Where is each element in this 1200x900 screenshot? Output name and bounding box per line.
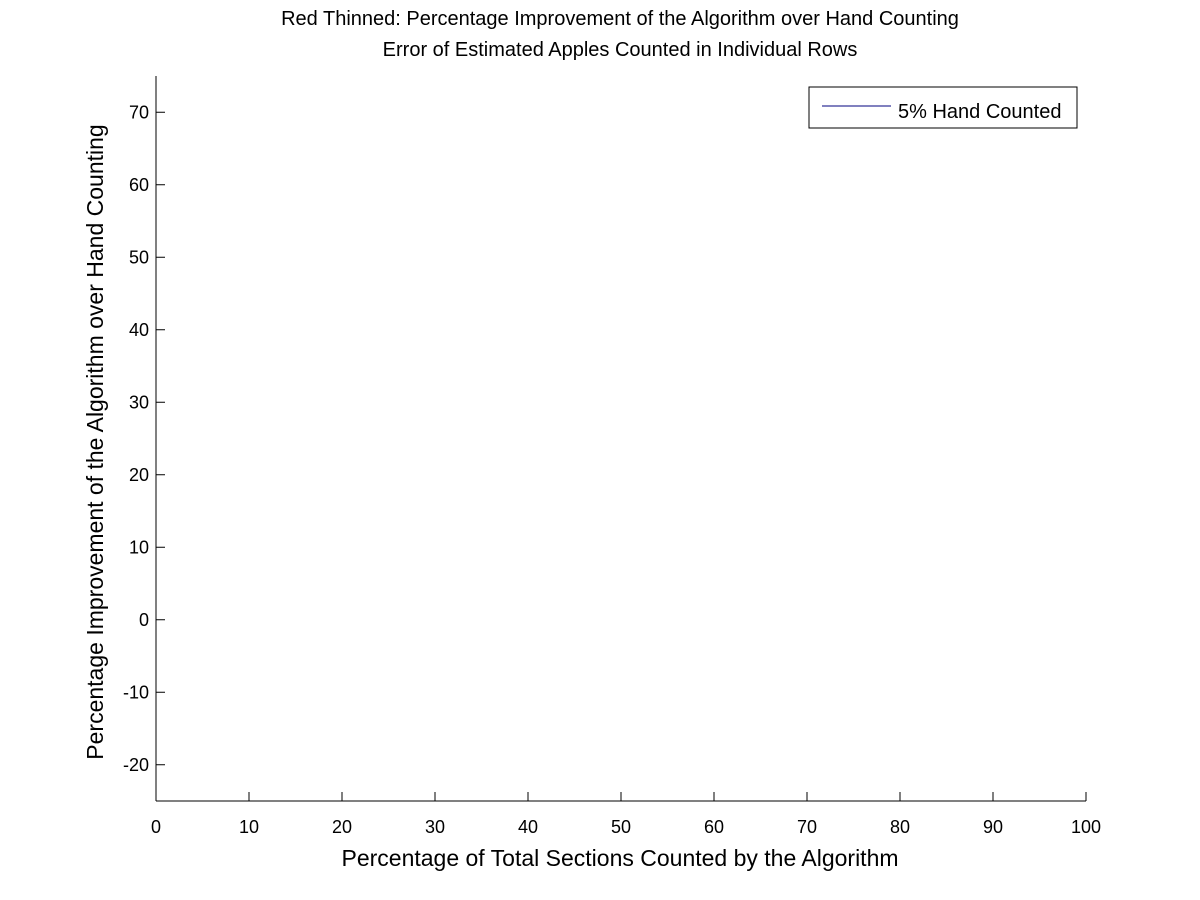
y-tick-label: -20 (123, 755, 149, 775)
x-tick-label: 20 (332, 817, 352, 837)
chart-title-line-1: Red Thinned: Percentage Improvement of t… (281, 8, 959, 30)
y-tick-label: -10 (123, 682, 149, 702)
x-tick-label: 0 (151, 817, 161, 837)
x-tick-label: 30 (425, 817, 445, 837)
chart-title-line-2: Error of Estimated Apples Counted in Ind… (383, 39, 858, 61)
y-ticks: -20 -10 0 10 20 30 40 50 60 70 (123, 102, 165, 775)
x-tick-label: 100 (1071, 817, 1101, 837)
y-tick-label: 20 (129, 465, 149, 485)
y-tick-label: 50 (129, 247, 149, 267)
y-tick-label: 40 (129, 320, 149, 340)
x-tick-label: 50 (611, 817, 631, 837)
x-axis-label: Percentage of Total Sections Counted by … (341, 845, 898, 871)
x-tick-label: 10 (239, 817, 259, 837)
legend-series-label: 5% Hand Counted (898, 101, 1061, 123)
y-tick-label: 70 (129, 102, 149, 122)
x-tick-label: 70 (797, 817, 817, 837)
axes (155, 76, 1086, 802)
y-tick-label: 0 (139, 610, 149, 630)
x-ticks: 0 10 20 30 40 50 60 70 80 90 100 (151, 792, 1101, 837)
legend-box (808, 86, 1078, 129)
y-tick-label: 10 (129, 537, 149, 557)
y-tick-label: 30 (129, 392, 149, 412)
x-tick-label: 60 (704, 817, 724, 837)
x-tick-label: 80 (890, 817, 910, 837)
y-axis-label: Percentage Improvement of the Algorithm … (82, 124, 108, 759)
legend: 5% Hand Counted (808, 86, 1078, 129)
x-tick-label: 40 (518, 817, 538, 837)
y-tick-label: 60 (129, 175, 149, 195)
x-tick-label: 90 (983, 817, 1003, 837)
